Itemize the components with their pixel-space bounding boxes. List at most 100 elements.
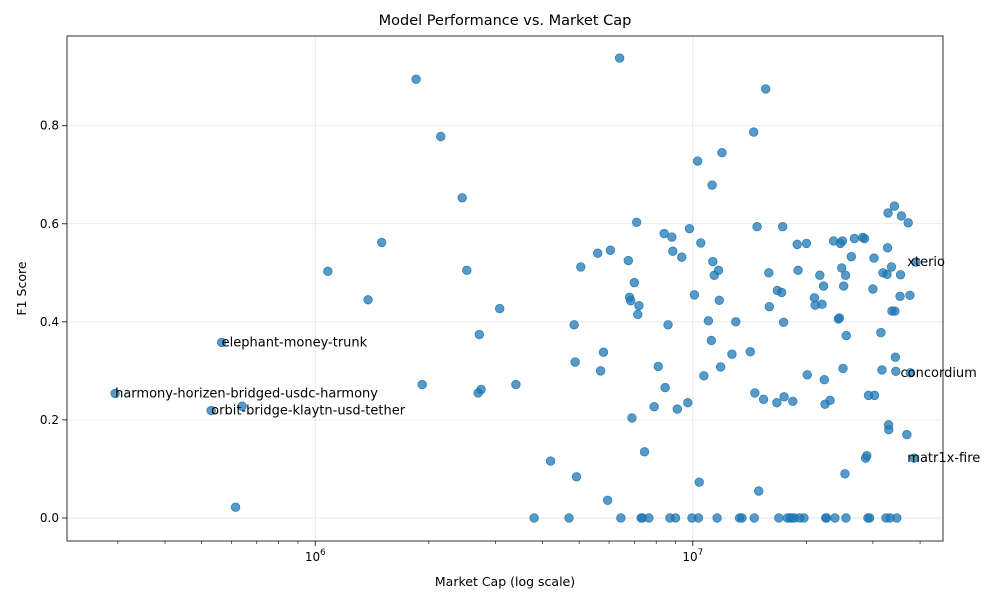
data-point bbox=[895, 270, 906, 280]
data-point bbox=[778, 317, 789, 328]
data-point bbox=[882, 269, 892, 279]
data-points bbox=[110, 53, 921, 523]
data-point bbox=[869, 390, 880, 401]
data-point bbox=[799, 513, 809, 523]
data-point bbox=[752, 222, 762, 232]
annotations: harmony-horizen-bridged-usdc-harmony elep… bbox=[115, 255, 980, 466]
data-point bbox=[639, 447, 650, 457]
data-point bbox=[653, 361, 663, 372]
data-point bbox=[869, 253, 879, 263]
data-point bbox=[377, 237, 387, 248]
data-point bbox=[474, 329, 485, 340]
data-point bbox=[837, 236, 848, 246]
data-point bbox=[818, 281, 829, 291]
y-tick-label: 0.8 bbox=[40, 119, 59, 133]
data-point bbox=[570, 357, 580, 367]
data-point bbox=[571, 472, 582, 482]
y-tick-label: 0.4 bbox=[40, 315, 59, 329]
data-point bbox=[825, 395, 835, 405]
data-point bbox=[634, 300, 644, 311]
data-point bbox=[667, 232, 677, 242]
annotation-label: matr1x-fire bbox=[907, 451, 980, 466]
data-point bbox=[237, 401, 247, 411]
data-point bbox=[629, 277, 640, 288]
data-point bbox=[694, 477, 704, 487]
data-point bbox=[890, 352, 901, 362]
data-point bbox=[841, 513, 851, 523]
data-point bbox=[905, 290, 915, 301]
data-point bbox=[801, 238, 812, 249]
data-point bbox=[511, 379, 521, 390]
data-point bbox=[707, 180, 717, 190]
annotation-label: harmony-horizen-bridged-usdc-harmony bbox=[115, 386, 378, 401]
data-point bbox=[841, 330, 851, 341]
data-point bbox=[659, 228, 669, 239]
data-point bbox=[862, 450, 872, 461]
data-point bbox=[903, 218, 913, 228]
data-point bbox=[627, 413, 637, 423]
data-point bbox=[706, 335, 717, 346]
data-point bbox=[593, 248, 603, 258]
data-point bbox=[772, 398, 782, 408]
data-point bbox=[777, 287, 787, 298]
data-point bbox=[660, 382, 670, 393]
annotation-label: xterio bbox=[907, 255, 945, 270]
chart-title: Model Performance vs. Market Cap bbox=[379, 13, 632, 29]
data-point bbox=[774, 513, 784, 523]
data-point bbox=[644, 513, 654, 523]
data-point bbox=[699, 371, 709, 381]
data-point bbox=[576, 262, 586, 272]
data-point bbox=[834, 313, 845, 323]
data-point bbox=[595, 366, 606, 376]
data-point bbox=[633, 309, 643, 320]
data-point bbox=[668, 246, 678, 256]
data-point bbox=[649, 401, 659, 412]
data-point bbox=[889, 201, 900, 211]
data-point bbox=[830, 513, 840, 523]
x-tick-label: 107 bbox=[682, 548, 703, 564]
data-point bbox=[708, 256, 718, 267]
data-point bbox=[859, 233, 870, 244]
plot-frame bbox=[66, 35, 944, 542]
data-point bbox=[363, 295, 373, 305]
data-point bbox=[476, 384, 486, 395]
data-point bbox=[764, 268, 774, 278]
x-axis-ticks: 106 107 bbox=[305, 541, 703, 564]
data-point bbox=[896, 211, 907, 221]
y-axis-label: F1 Score bbox=[14, 261, 29, 315]
data-point bbox=[890, 306, 900, 316]
data-point bbox=[714, 295, 724, 305]
annotation-label: elephant-money-trunk bbox=[222, 335, 368, 350]
data-point bbox=[838, 363, 848, 374]
data-point bbox=[737, 513, 747, 523]
data-point bbox=[760, 84, 771, 94]
data-point bbox=[779, 392, 789, 402]
data-point bbox=[670, 513, 681, 523]
data-point bbox=[745, 347, 755, 357]
data-point bbox=[529, 513, 539, 523]
data-point bbox=[693, 513, 704, 523]
data-point bbox=[777, 222, 788, 232]
data-point bbox=[788, 396, 798, 406]
data-point bbox=[110, 388, 120, 399]
y-tick-label: 0.6 bbox=[40, 217, 59, 231]
y-gridlines bbox=[67, 125, 943, 519]
data-point bbox=[684, 223, 695, 234]
y-axis-ticks: 0.0 0.2 0.4 0.6 0.8 bbox=[40, 119, 67, 525]
data-point bbox=[206, 405, 216, 416]
data-point bbox=[817, 299, 827, 309]
data-point bbox=[598, 347, 609, 357]
data-point bbox=[754, 486, 764, 496]
x-gridlines bbox=[314, 36, 694, 541]
data-point bbox=[323, 266, 333, 277]
data-point bbox=[792, 239, 802, 250]
data-point bbox=[821, 513, 832, 523]
data-point bbox=[614, 53, 625, 63]
data-point bbox=[905, 368, 916, 378]
data-point bbox=[837, 263, 847, 273]
data-point bbox=[663, 320, 673, 330]
data-point bbox=[864, 513, 875, 523]
data-point bbox=[564, 513, 574, 523]
data-point bbox=[749, 127, 759, 137]
data-point bbox=[840, 270, 851, 280]
